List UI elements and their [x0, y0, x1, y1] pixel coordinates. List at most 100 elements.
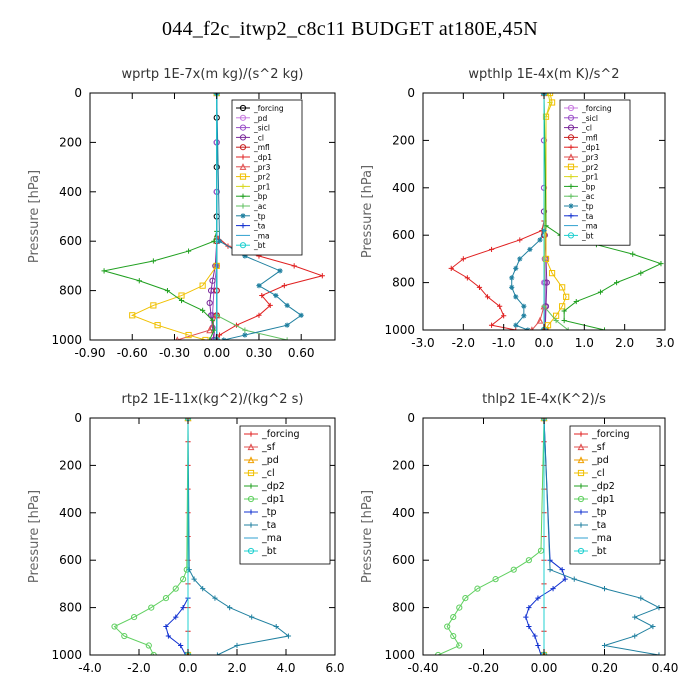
- data-point: [163, 623, 169, 630]
- data-point: [488, 322, 495, 328]
- data-point: [165, 633, 171, 639]
- data-point: [178, 297, 185, 304]
- data-point: [548, 270, 556, 277]
- x-tick-label: -0.90: [74, 346, 105, 360]
- data-point: [162, 595, 170, 602]
- data-point: [492, 576, 499, 583]
- data-point: [450, 613, 457, 621]
- data-point: [164, 288, 171, 294]
- series-line-dp1: [113, 418, 189, 655]
- data-point: [547, 99, 553, 106]
- chart-panel-3: rtp2 1E-11x(kg^2)/(kg^2 s) Pressure [hPa]…: [27, 392, 345, 675]
- x-tick-label: -2.0: [127, 661, 150, 675]
- legend-entry: _pr3: [253, 163, 271, 172]
- legend-entry: _tp: [261, 507, 277, 518]
- data-point: [319, 273, 325, 279]
- data-point: [284, 337, 290, 340]
- data-point: [191, 576, 197, 582]
- legend-entry: _forcing: [581, 104, 612, 113]
- legend-marker: [568, 193, 574, 199]
- data-point: [200, 307, 206, 313]
- data-point: [535, 595, 541, 601]
- data-point: [497, 303, 503, 309]
- data-point: [148, 604, 155, 611]
- legend-marker: [239, 173, 247, 180]
- series-line-tp: [525, 418, 566, 655]
- legend-marker: [567, 124, 575, 131]
- data-point: [200, 586, 206, 592]
- data-point: [513, 327, 519, 330]
- data-point: [291, 263, 297, 269]
- x-tick-label: 0.0: [178, 661, 197, 675]
- data-point: [242, 327, 248, 333]
- legend-entry: _pr2: [253, 173, 271, 182]
- legend-entry: _dp2: [261, 481, 285, 492]
- data-point: [523, 614, 529, 620]
- legend-entry: _dp1: [261, 494, 285, 505]
- data-point: [561, 308, 567, 314]
- legend-entry: _dp2: [591, 481, 615, 492]
- data-point: [256, 312, 262, 318]
- x-tick-label: -1.0: [492, 336, 515, 350]
- data-point: [267, 302, 273, 309]
- legend-box: [239, 425, 331, 565]
- legend-marker: [567, 163, 575, 170]
- data-point: [172, 585, 179, 592]
- data-point: [517, 237, 523, 243]
- legend-entry: _bt: [253, 241, 266, 250]
- data-point: [444, 623, 451, 630]
- x-tick-label: 1.0: [575, 336, 594, 350]
- y-tick-label: 0: [407, 411, 415, 425]
- legend-entry: _sicl: [253, 124, 270, 133]
- chart-panel-2: wpthlp 1E-4x(m K)/s^2 Pressure [hPa] -3.0 -…: [360, 67, 675, 350]
- y-tick-label: 1000: [384, 323, 415, 337]
- x-tick-label: 0.40: [652, 661, 679, 675]
- y-tick-label: 0: [407, 86, 415, 100]
- data-point: [538, 652, 544, 655]
- y-tick-label: 200: [392, 133, 415, 147]
- data-point: [136, 278, 142, 284]
- data-point: [547, 567, 553, 573]
- data-point: [517, 256, 523, 262]
- data-point: [597, 289, 604, 295]
- data-point: [559, 303, 566, 310]
- data-point: [573, 298, 579, 305]
- y-tick-label: 400: [392, 181, 415, 195]
- legend-marker: [568, 174, 574, 180]
- data-point: [281, 283, 287, 289]
- legend-marker: [248, 483, 254, 489]
- legend-marker: [239, 134, 247, 141]
- plot-frame: [89, 92, 336, 341]
- series-line-tp: [511, 93, 545, 330]
- data-point: [658, 261, 664, 267]
- legend-entry: _ac: [253, 202, 266, 211]
- data-point: [553, 317, 559, 324]
- chart-title: wprtp 1E-7x(m kg)/(s^2 kg): [122, 67, 304, 82]
- legend-box: [559, 99, 631, 246]
- data-point: [476, 284, 483, 290]
- data-point: [484, 294, 491, 300]
- legend-marker: [239, 114, 247, 121]
- data-point: [559, 567, 565, 573]
- data-point: [211, 327, 217, 333]
- legend-marker: [567, 114, 575, 121]
- data-point: [513, 265, 519, 271]
- data-point: [180, 605, 186, 611]
- x-tick-label: 2.0: [615, 336, 634, 350]
- legend-marker: [239, 104, 247, 112]
- legend-entry: _ta: [591, 520, 606, 531]
- legend-entry: _ac: [581, 192, 594, 201]
- legend-marker: [239, 242, 247, 249]
- y-tick-label: 1000: [51, 648, 82, 662]
- data-point: [536, 316, 544, 324]
- data-point: [173, 614, 179, 620]
- x-tick-label: 3.0: [655, 336, 674, 350]
- legend-entry: _tp: [581, 202, 594, 211]
- legend-marker: [578, 522, 584, 528]
- data-point: [277, 268, 283, 274]
- legend-entry: _sf: [591, 442, 606, 453]
- data-point: [154, 322, 161, 329]
- y-tick-label: 400: [392, 506, 415, 520]
- data-point: [509, 275, 515, 281]
- data-point: [185, 248, 192, 254]
